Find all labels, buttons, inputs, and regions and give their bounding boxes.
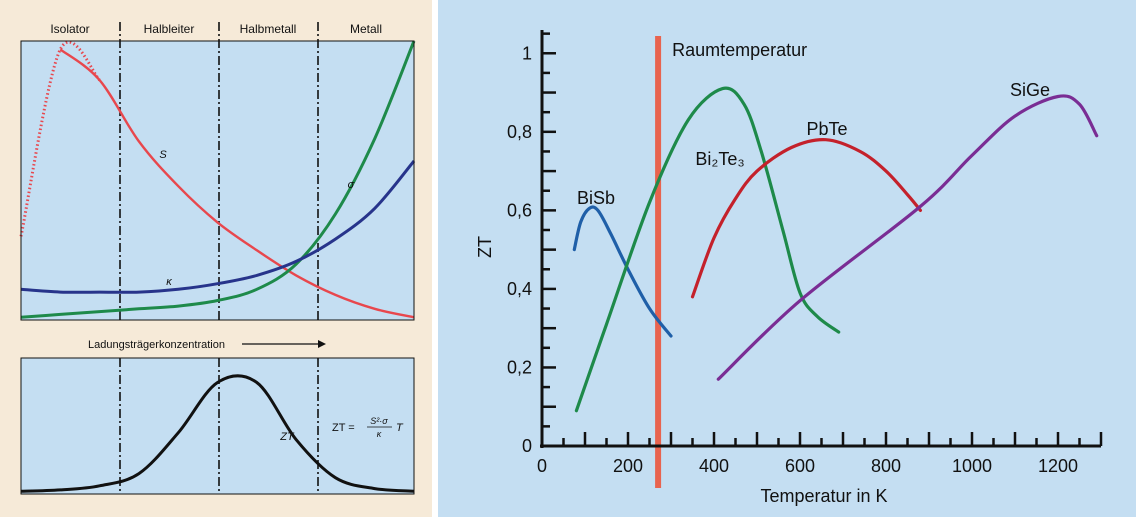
series-label-sigma: σ [348,179,355,191]
series-line-bisb [572,205,673,338]
regime-label: Isolator [50,22,89,36]
left-figure: Isolator Halbleiter Halbmetall Metall Sσ κ Lad… [19,22,416,495]
series-line-zt [20,374,415,493]
formula-denominator: κ [377,429,382,439]
y-tick-label: 0,4 [507,279,532,299]
x-tick-label: 400 [699,456,729,476]
series-line-kappa [20,160,416,294]
series-label-pbte: PbTe [806,119,847,139]
series-label-zt: ZT [279,431,295,443]
y-tick-label: 0,8 [507,122,532,142]
y-tick-label: 0,6 [507,200,532,220]
x-tick-label: 800 [871,456,901,476]
series-label-s: S [159,149,167,161]
formula-numerator: S²·σ [370,416,388,426]
y-tick-label: 1 [522,43,532,63]
carrier-concentration-arrow-head [318,340,326,348]
series-line-bite [574,86,841,413]
regime-label: Metall [350,22,382,36]
y-tick-label: 0,2 [507,357,532,377]
y-tick-label: 0 [522,436,532,456]
upper-plot-area [21,41,414,320]
upper-plot-frame [20,40,415,321]
regime-label: Halbleiter [144,22,195,36]
lower-plot-frame [20,357,415,495]
room-temperature-line [655,36,662,488]
series-label-bite: Bi₂Te₃ [695,149,744,169]
regime-label: Halbmetall [240,22,297,36]
series-label-kappa: κ [166,276,172,288]
series-label-bisb: BiSb [577,188,615,208]
zt-temperature-chart: Raumtemperatur 0 200 400 600 800 1000 1200 0 0,2 0… [475,30,1103,506]
right-figure-panel: Raumtemperatur 0 200 400 600 800 1000 1200 0 0,2 0… [438,0,1136,517]
series-line-sigma [20,40,416,319]
y-axis-label: ZT [475,236,495,258]
x-axis-label: Temperatur in K [760,486,887,506]
x-tick-label: 1200 [1038,456,1078,476]
x-tick-label: 600 [785,456,815,476]
x-tick-label: 200 [613,456,643,476]
room-temperature-label: Raumtemperatur [672,40,807,60]
series-line-pbte [690,138,922,299]
lower-plot-area [21,358,414,494]
formula-suffix: T [396,422,404,434]
series-label-sige: SiGe [1010,80,1050,100]
series-line-sige [716,94,1099,381]
formula-lhs: ZT = [332,422,355,434]
series-line-s [59,48,415,319]
x-tick-label: 0 [537,456,547,476]
x-tick-label: 1000 [952,456,992,476]
carrier-concentration-label: Ladungsträgerkonzentration [88,339,225,351]
